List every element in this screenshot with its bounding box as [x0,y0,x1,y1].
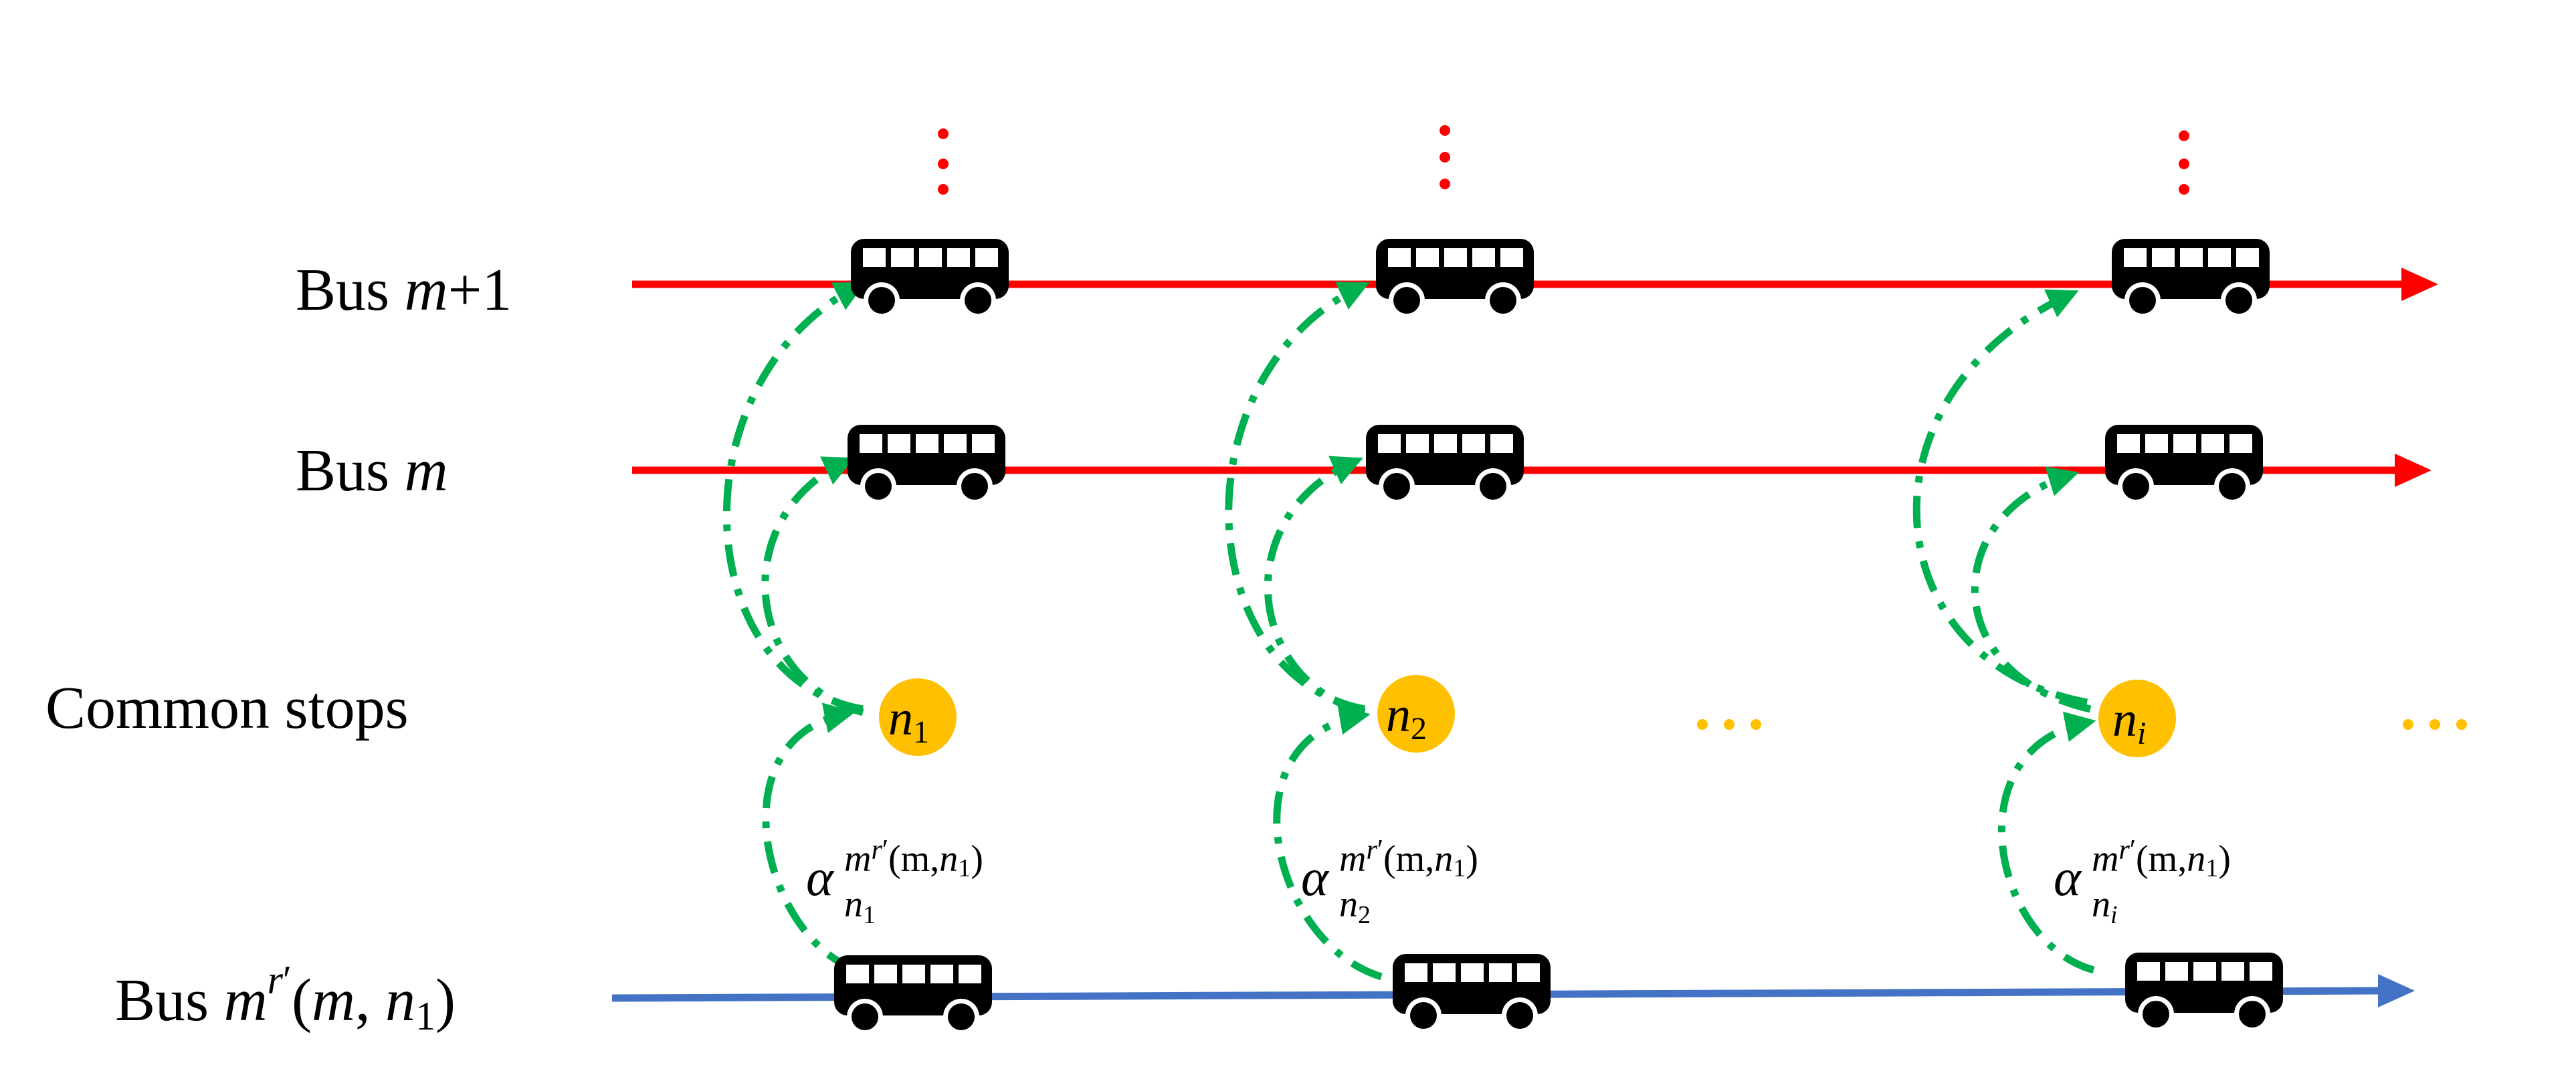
svg-text:n1: n1 [888,691,929,750]
common-stops: n1 n2 ni [879,675,2176,757]
transfer-arrow [1225,282,1370,713]
bus-icon [848,425,1005,504]
svg-text:ni: ni [2092,884,2118,929]
stop-name: n [2112,692,2137,747]
stop-node: ni [2098,680,2176,757]
transfer-arrows [723,282,2096,981]
label-common-stops: Common stops [45,675,409,741]
vertical-ellipsis [938,125,2189,195]
route-lines [611,268,2438,1007]
arrowhead-icon [2378,974,2415,1007]
arrowhead-icon [2401,268,2438,301]
transfer-arrow [1264,456,1366,716]
transfer-arrow [1273,704,1383,981]
transfer-arrow [761,456,864,716]
stop-node-icon [879,678,957,756]
stop-node-icon [1377,675,1455,753]
svg-text:n2: n2 [1386,688,1427,747]
stop-subscript: i [2137,716,2146,751]
transfer-arrow [723,282,866,713]
svg-text:α: α [1301,848,1330,906]
stop-subscript: 2 [1411,711,1427,747]
svg-text:n2: n2 [1339,884,1371,929]
transfer-arrow [1912,289,2088,706]
bus-icon [2125,953,2283,1032]
transfer-arrow [1971,466,2092,713]
label-bus-m-plus-1: Bus m+1 [296,257,512,323]
stop-subscript: 1 [913,714,929,750]
alpha-label: α mr′(m,n1) ni [2054,835,2231,929]
bus-icon [1366,425,1524,504]
label-bus-mr: Bus mr′(m, n1) [115,958,456,1038]
stop-name: n [1386,688,1411,743]
bus-icon [1393,954,1551,1034]
svg-text:mr′(m,n1): mr′(m,n1) [1339,835,1478,882]
stop-node-icon [2098,680,2176,757]
stop-node: n1 [879,678,957,756]
svg-text:α: α [806,848,835,906]
bus-icon [2112,239,2270,318]
stop-name: n [888,691,913,746]
transfer-arrow [762,702,858,974]
alpha-label: α mr′(m,n1) n2 [1301,835,1478,929]
bus-icon [1376,239,1534,318]
svg-text:mr′(m,n1): mr′(m,n1) [844,835,983,882]
horizontal-ellipsis [1697,719,2467,730]
svg-text:α: α [2054,848,2082,906]
buses [834,239,2283,1035]
bus-icon [2105,425,2263,504]
stop-node: n2 [1377,675,1455,753]
svg-text:mr′(m,n1): mr′(m,n1) [2092,835,2231,882]
arrowhead-icon [2395,454,2432,487]
label-bus-m: Bus m [296,437,448,504]
transfer-arrow [1998,711,2096,974]
bus-icon [834,955,992,1035]
svg-text:ni: ni [2112,692,2146,751]
alpha-label: α mr′(m,n1) n1 [806,835,983,929]
svg-text:n1: n1 [844,884,876,929]
bus-icon [851,239,1009,318]
